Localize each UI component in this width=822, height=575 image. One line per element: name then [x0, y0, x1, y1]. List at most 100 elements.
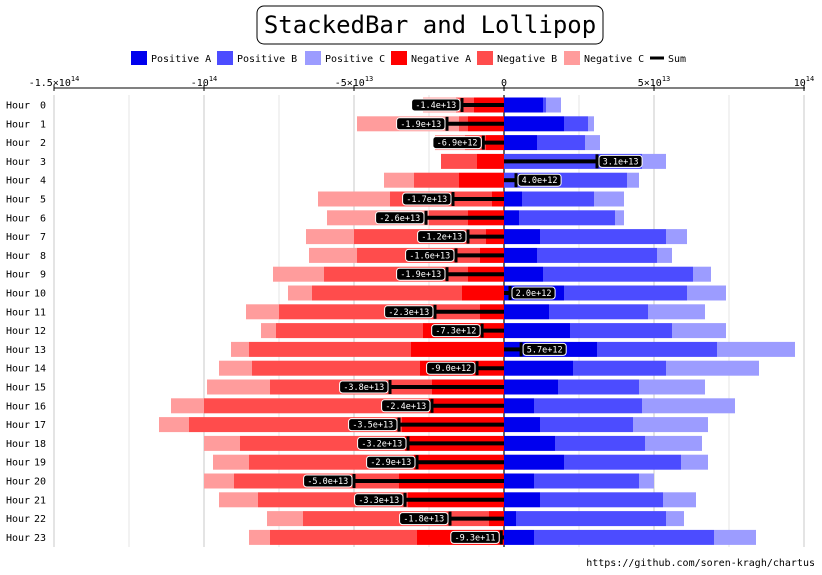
bar-positive-a — [504, 304, 549, 320]
sum-label-bg — [417, 230, 467, 244]
bar-negative-c — [204, 435, 240, 451]
category-label: Hour 22 — [6, 514, 46, 525]
legend-label: Positive C — [325, 54, 385, 65]
sum-label: -3.3e+13 — [358, 496, 399, 506]
sum-label: -1.2e+13 — [421, 233, 462, 243]
bar-positive-c — [639, 379, 705, 395]
bar-positive-a — [504, 492, 540, 508]
bar-positive-a — [504, 379, 558, 395]
bar-positive-c — [648, 304, 705, 320]
sum-label-bg — [402, 192, 452, 206]
sum-lollipops: -1.4e+13 -1.9e+13 -6.9e+12 3.1e+13 4.0e+12 -1… — [303, 98, 643, 545]
bar-positive-c — [645, 435, 702, 451]
category-label: Hour 8 — [6, 251, 46, 262]
sum-label-bg — [517, 173, 562, 187]
category-labels: Hour 0 Hour 1 Hour 2 Hour 3 Hour 4 Hour 5 Hour 6 Hour 7… — [6, 101, 46, 544]
sum-label-bg — [303, 474, 353, 488]
bar-negative-c — [213, 454, 249, 470]
bar-positive-c — [585, 135, 600, 151]
grid-lines — [53, 95, 805, 547]
legend-swatch — [131, 51, 147, 65]
bar-positive-a — [504, 529, 534, 545]
bar-negative-c — [309, 247, 357, 263]
sum-label: -7.3e+12 — [435, 327, 476, 337]
bar-positive-a — [504, 511, 516, 527]
sum-label: -9.0e+12 — [430, 364, 471, 374]
bar-positive-c — [666, 511, 684, 527]
legend-swatch — [477, 51, 493, 65]
bar-positive-b — [570, 323, 672, 339]
sum-label-bg — [522, 342, 567, 356]
bar-positive-a — [504, 398, 534, 414]
sum-label: 4.0e+12 — [522, 176, 558, 186]
sum-label: -1.8e+13 — [403, 515, 444, 525]
sum-label: -2.3e+13 — [388, 308, 429, 318]
bar-negative-b — [204, 398, 429, 414]
sum-label-bg — [431, 324, 481, 338]
bar-negative-b — [414, 172, 459, 188]
bar-positive-c — [672, 323, 726, 339]
bar-positive-c — [657, 247, 672, 263]
bar-positive-b — [540, 229, 666, 245]
bar-negative-a — [411, 341, 504, 357]
category-label: Hour 0 — [6, 101, 46, 112]
category-label: Hour 5 — [6, 195, 46, 206]
bar-positive-a — [504, 454, 564, 470]
bar-positive-c — [633, 417, 708, 433]
bar-positive-c — [693, 266, 711, 282]
category-label: Hour 3 — [6, 157, 46, 168]
bar-positive-a — [504, 417, 540, 433]
legend-swatch — [217, 51, 233, 65]
bar-positive-c — [681, 454, 708, 470]
sum-label-bg — [511, 286, 556, 300]
bars — [159, 97, 795, 545]
bar-positive-b — [537, 247, 657, 263]
bar-negative-c — [231, 341, 249, 357]
sum-label: -3.5e+13 — [352, 421, 393, 431]
legend-label: Positive A — [151, 54, 211, 65]
sum-label: 3.1e+13 — [603, 157, 639, 167]
bar-positive-a — [504, 210, 519, 226]
bar-positive-b — [540, 417, 633, 433]
category-label: Hour 19 — [6, 458, 46, 469]
sum-label-bg — [598, 154, 643, 168]
bar-positive-b — [522, 191, 594, 207]
bar-positive-b — [564, 285, 687, 301]
bar-negative-c — [219, 360, 252, 376]
bar-positive-b — [558, 379, 639, 395]
bar-positive-a — [504, 116, 564, 132]
category-label: Hour 21 — [6, 495, 46, 506]
bar-positive-b — [543, 97, 546, 113]
bar-positive-b — [537, 135, 585, 151]
sum-label-bg — [396, 117, 446, 131]
sum-label: -9.3e+11 — [455, 533, 496, 543]
bar-negative-c — [159, 417, 189, 433]
bar-negative-c — [318, 191, 390, 207]
legend-swatch — [391, 51, 407, 65]
bar-positive-b — [564, 116, 588, 132]
category-label: Hour 9 — [6, 270, 46, 281]
bar-positive-a — [504, 435, 555, 451]
sum-label-bg — [384, 305, 434, 319]
category-label: Hour 11 — [6, 307, 46, 318]
bar-positive-a — [504, 97, 543, 113]
title-box: StackedBar and Lollipop — [256, 5, 604, 45]
bar-positive-b — [543, 266, 693, 282]
bar-positive-c — [615, 210, 624, 226]
bar-positive-b — [597, 341, 717, 357]
bar-positive-a — [504, 191, 522, 207]
sum-label-bg — [348, 418, 398, 432]
sum-label: -1.9e+13 — [400, 270, 441, 280]
bar-positive-a — [504, 360, 573, 376]
x-tick-label: 5×1013 — [638, 75, 671, 89]
sum-label-bg — [399, 512, 449, 526]
bar-positive-b — [549, 304, 648, 320]
bar-negative-c — [384, 172, 414, 188]
bar-positive-c — [627, 172, 639, 188]
category-label: Hour 2 — [6, 138, 46, 149]
sum-label: -5.0e+13 — [307, 477, 348, 487]
bar-negative-b — [441, 153, 477, 169]
bar-negative-c — [273, 266, 324, 282]
x-tick-label: 0 — [501, 78, 507, 89]
legend-label: Sum — [668, 54, 686, 65]
